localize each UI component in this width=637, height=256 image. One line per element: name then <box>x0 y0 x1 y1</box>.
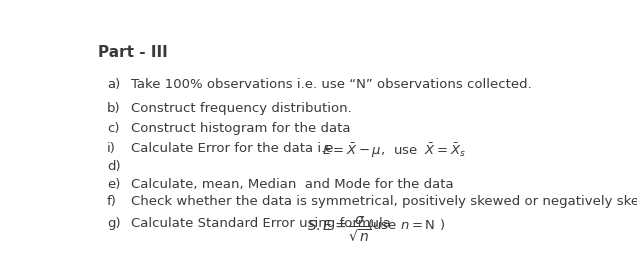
Text: Take 100% observations i.e. use “N” observations collected.: Take 100% observations i.e. use “N” obse… <box>131 78 532 91</box>
Text: i): i) <box>107 142 116 155</box>
Text: $S.E=\dfrac{\sigma}{\sqrt{n}}$: $S.E=\dfrac{\sigma}{\sqrt{n}}$ <box>307 215 371 244</box>
Text: Calculate Standard Error using formula: Calculate Standard Error using formula <box>131 217 400 230</box>
Text: e): e) <box>107 178 120 190</box>
Text: d): d) <box>107 160 120 173</box>
Text: f): f) <box>107 195 117 208</box>
Text: Construct frequency distribution.: Construct frequency distribution. <box>131 102 352 115</box>
Text: Calculate Error for the data i.e.: Calculate Error for the data i.e. <box>131 142 347 155</box>
Text: Construct histogram for the data: Construct histogram for the data <box>131 122 351 135</box>
Text: Part - III: Part - III <box>98 45 168 59</box>
Text: Calculate, mean, Median  and Mode for the data: Calculate, mean, Median and Mode for the… <box>131 178 454 190</box>
Text: a): a) <box>107 78 120 91</box>
Text: b): b) <box>107 102 120 115</box>
Text: Check whether the data is symmetrical, positively skewed or negatively skewed.: Check whether the data is symmetrical, p… <box>131 195 637 208</box>
Text: $E=\bar{X}-\mu$,  use  $\bar{X}=\bar{X}_s$: $E=\bar{X}-\mu$, use $\bar{X}=\bar{X}_s$ <box>322 141 466 160</box>
Text: c): c) <box>107 122 119 135</box>
Text: g): g) <box>107 217 120 230</box>
Text: (use $n=\mathrm{N}$ ): (use $n=\mathrm{N}$ ) <box>359 217 445 232</box>
